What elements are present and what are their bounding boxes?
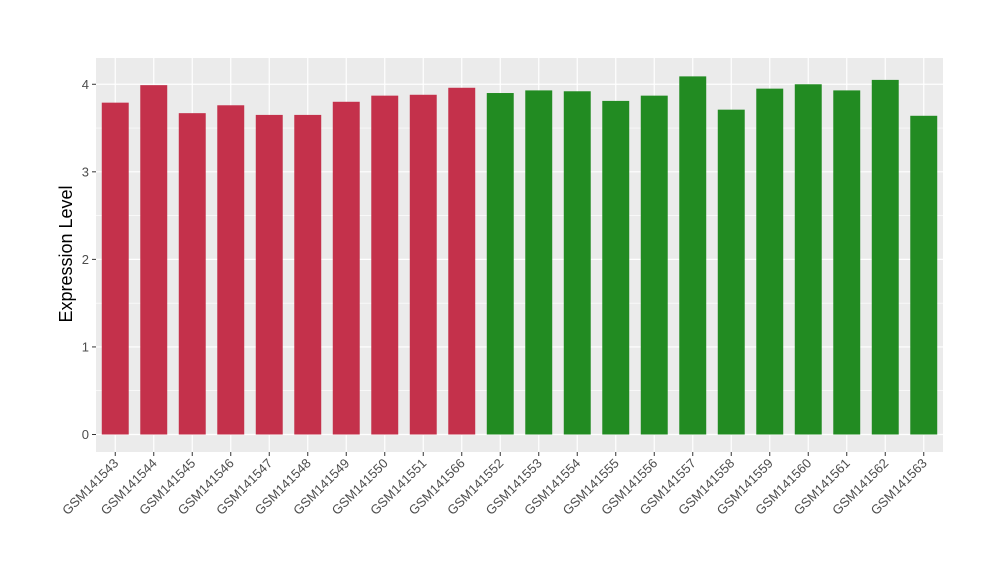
bar-gsm141553: [525, 90, 553, 435]
bar-gsm141562: [871, 79, 899, 435]
bars: [101, 76, 938, 435]
y-axis-title: Expression Level: [56, 185, 76, 322]
bar-gsm141545: [178, 113, 206, 435]
bar-gsm141563: [910, 115, 938, 435]
y-tick-label: 3: [82, 164, 89, 179]
bar-gsm141548: [294, 114, 322, 435]
bar-gsm141558: [717, 109, 745, 435]
bar-gsm141543: [101, 102, 129, 435]
bar-gsm141554: [563, 91, 591, 435]
bar-gsm141560: [794, 84, 822, 435]
bar-gsm141559: [756, 88, 784, 435]
bar-gsm141552: [486, 93, 514, 435]
y-tick-label: 4: [82, 77, 89, 92]
bar-gsm141549: [332, 101, 360, 435]
bar-gsm141547: [255, 114, 283, 435]
bar-gsm141546: [217, 105, 245, 435]
bar-gsm141544: [140, 85, 168, 435]
bar-gsm141561: [833, 90, 861, 435]
bar-gsm141566: [448, 87, 476, 435]
y-axis: 0 1 2 3 4: [82, 77, 96, 442]
y-tick-label: 1: [82, 339, 89, 354]
bar-gsm141550: [371, 95, 399, 435]
x-axis: GSM141543GSM141544GSM141545GSM141546GSM1…: [59, 452, 930, 518]
y-tick-label: 2: [82, 252, 89, 267]
bar-gsm141556: [640, 95, 668, 435]
bar-gsm141551: [409, 94, 437, 435]
y-tick-label: 0: [82, 427, 89, 442]
bar-gsm141555: [602, 100, 630, 435]
bar-gsm141557: [679, 76, 707, 435]
